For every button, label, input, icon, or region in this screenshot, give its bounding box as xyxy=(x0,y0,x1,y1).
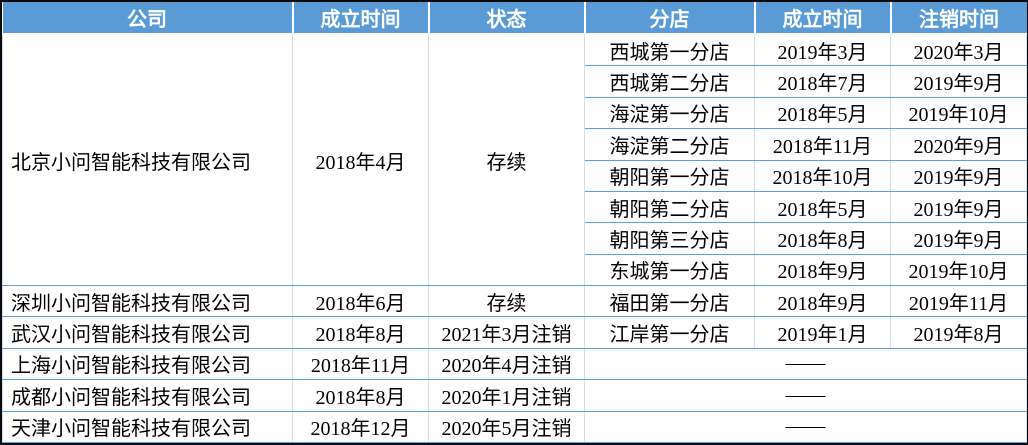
table-row: 海淀第一分店 2018年5月 2019年10月 xyxy=(3,96,1027,130)
company-status-cell: 存续 xyxy=(428,285,585,318)
branch-established-cell: 2018年9月 xyxy=(754,285,891,318)
table-row: 朝阳第三分店 2018年8月 2019年9月 xyxy=(3,222,1027,255)
company-name-cell: 深圳小问智能科技有限公司 xyxy=(2,285,293,318)
company-established-cell: 2018年4月 xyxy=(292,33,429,287)
company-established-cell: 2018年12月 xyxy=(292,410,429,444)
no-branch-cell: —— xyxy=(584,410,1027,444)
company-name-cell: 武汉小问智能科技有限公司 xyxy=(2,316,293,349)
branch-established-cell: 2018年10月 xyxy=(754,159,891,192)
col-header-branch-established: 成立时间 xyxy=(753,2,891,35)
company-name-cell: 上海小问智能科技有限公司 xyxy=(2,347,293,381)
branch-name-cell: 江岸第一分店 xyxy=(584,316,755,349)
col-header-branch-cancelled: 注销时间 xyxy=(889,2,1027,35)
company-established-cell: 2018年8月 xyxy=(292,379,429,412)
header-row: 公司 成立时间 状态 分店 成立时间 注销时间 xyxy=(2,2,1027,35)
no-branch-cell: —— xyxy=(584,379,1027,412)
table-header: 公司 成立时间 状态 分店 成立时间 注销时间 xyxy=(2,2,1027,35)
branch-name-cell: 海淀第一分店 xyxy=(584,96,755,130)
no-branch-cell: —— xyxy=(584,347,1027,381)
branch-established-cell: 2018年7月 xyxy=(754,65,891,98)
company-established-cell: 2018年8月 xyxy=(292,316,429,349)
branch-cancelled-cell: 2019年11月 xyxy=(890,285,1027,318)
table-row: 天津小问智能科技有限公司 2018年12月 2020年5月注销 —— xyxy=(2,410,1027,444)
branch-cancelled-cell: 2019年8月 xyxy=(890,316,1027,349)
table-row: 朝阳第二分店 2018年5月 2019年9月 xyxy=(3,190,1027,224)
table-row: 深圳小问智能科技有限公司 2018年6月 存续 福田第一分店 2018年9月 2019年1… xyxy=(2,285,1027,318)
col-header-company: 公司 xyxy=(2,2,293,35)
branch-cancelled-cell: 2019年10月 xyxy=(890,96,1027,130)
col-header-status: 状态 xyxy=(427,2,585,35)
col-header-branch: 分店 xyxy=(583,2,755,35)
table-row: 西城第二分店 2018年7月 2019年9月 xyxy=(3,65,1027,98)
company-name-cell: 北京小问智能科技有限公司 xyxy=(2,33,293,287)
branch-name-cell: 福田第一分店 xyxy=(584,285,755,318)
branch-name-cell: 西城第二分店 xyxy=(584,65,755,98)
branch-established-cell: 2018年9月 xyxy=(754,253,891,287)
branch-established-cell: 2019年1月 xyxy=(754,316,891,349)
company-status-cell: 存续 xyxy=(428,33,585,287)
table-row: 朝阳第一分店 2018年10月 2019年9月 xyxy=(3,159,1027,192)
col-header-established: 成立时间 xyxy=(291,2,429,35)
table-row: 武汉小问智能科技有限公司 2018年8月 2021年3月注销 江岸第一分店 2019年1… xyxy=(2,316,1027,349)
branch-cancelled-cell: 2019年9月 xyxy=(890,159,1027,192)
table-row: 东城第一分店 2018年9月 2019年10月 xyxy=(3,253,1027,287)
branch-cancelled-cell: 2019年10月 xyxy=(890,253,1027,287)
company-status-cell: 2020年4月注销 xyxy=(428,347,585,381)
branch-name-cell: 朝阳第二分店 xyxy=(584,190,755,224)
branch-cancelled-cell: 2019年9月 xyxy=(890,65,1027,98)
company-name-cell: 天津小问智能科技有限公司 xyxy=(2,410,293,444)
branch-name-cell: 朝阳第三分店 xyxy=(584,222,755,255)
branch-name-cell: 朝阳第一分店 xyxy=(584,159,755,192)
branch-cancelled-cell: 2019年9月 xyxy=(890,222,1027,255)
branch-established-cell: 2018年5月 xyxy=(754,190,891,224)
company-status-cell: 2020年5月注销 xyxy=(428,410,585,444)
branch-established-cell: 2019年3月 xyxy=(754,33,891,67)
branch-cancelled-cell: 2020年3月 xyxy=(890,33,1027,67)
company-status-cell: 2020年1月注销 xyxy=(428,379,585,412)
branch-name-cell: 海淀第二分店 xyxy=(584,128,755,161)
table-row: 成都小问智能科技有限公司 2018年8月 2020年1月注销 —— xyxy=(2,379,1027,412)
branch-name-cell: 西城第一分店 xyxy=(584,33,755,67)
branch-cancelled-cell: 2019年9月 xyxy=(890,190,1027,224)
table-row: 北京小问智能科技有限公司 2018年4月 存续 西城第一分店 2019年3月 2020年3… xyxy=(2,33,1027,287)
company-name-cell: 成都小问智能科技有限公司 xyxy=(2,379,293,412)
table-row: 海淀第二分店 2018年11月 2020年9月 xyxy=(3,128,1027,161)
company-status-cell: 2021年3月注销 xyxy=(428,316,585,349)
branch-established-cell: 2018年8月 xyxy=(754,222,891,255)
company-established-cell: 2018年11月 xyxy=(292,347,429,381)
company-established-cell: 2018年6月 xyxy=(292,285,429,318)
branch-cancelled-cell: 2020年9月 xyxy=(890,128,1027,161)
branch-name-cell: 东城第一分店 xyxy=(584,253,755,287)
branch-established-cell: 2018年5月 xyxy=(754,96,891,130)
branch-established-cell: 2018年11月 xyxy=(754,128,891,161)
table-row: 上海小问智能科技有限公司 2018年11月 2020年4月注销 —— xyxy=(2,347,1027,381)
table-body: 北京小问智能科技有限公司 2018年4月 存续 西城第一分店 2019年3月 2020年3… xyxy=(2,33,1027,444)
